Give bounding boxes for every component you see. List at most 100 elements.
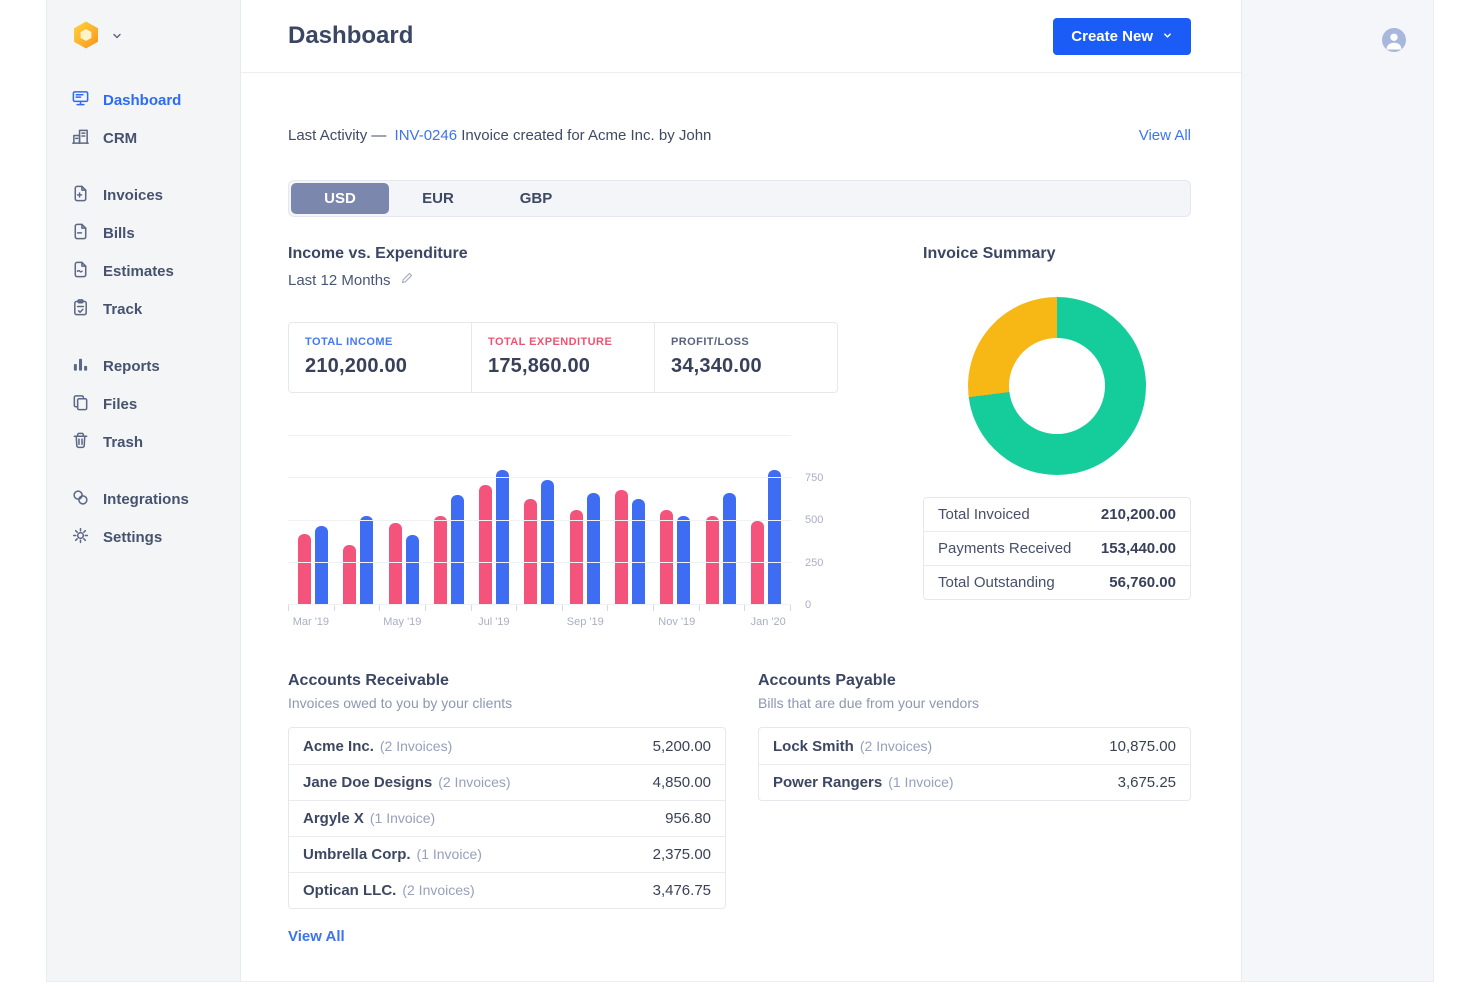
x-axis-labels: Mar '19May '19Jul '19Sep '19Nov '19Jan '… — [288, 616, 791, 628]
stat-label: PROFIT/LOSS — [671, 336, 821, 348]
activity-prefix: Last Activity — — [288, 127, 386, 144]
sidebar-item-label: Dashboard — [103, 92, 181, 109]
file-minus-icon — [71, 222, 90, 245]
nav-group-main: Dashboard CRM — [71, 81, 240, 157]
list-item[interactable]: Lock Smith(2 Invoices) 10,875.00 — [759, 728, 1190, 764]
row-value: 153,440.00 — [1101, 540, 1176, 557]
axis-tick — [790, 605, 791, 611]
file-tilde-icon — [71, 260, 90, 283]
list-item[interactable]: Acme Inc.(2 Invoices) 5,200.00 — [289, 728, 725, 764]
expenditure-bar — [615, 490, 628, 605]
income-bar — [315, 526, 328, 605]
sidebar-nav: Dashboard CRM Invoices Bills — [47, 65, 240, 556]
app-logo-icon — [71, 20, 101, 55]
tab-gbp[interactable]: GBP — [487, 183, 585, 214]
axis-tick — [288, 605, 289, 611]
sidebar-item-bills[interactable]: Bills — [71, 214, 240, 252]
invoice-count: (1 Invoice) — [370, 810, 435, 826]
nav-group-billing: Invoices Bills Estimates Track — [71, 176, 240, 328]
amount: 4,850.00 — [653, 774, 711, 791]
y-tick-label: 0 — [805, 599, 811, 611]
sidebar-item-label: Integrations — [103, 491, 189, 508]
expenditure-bar — [706, 516, 719, 605]
expenditure-bar — [751, 521, 764, 606]
x-tick-label: Nov '19 — [654, 616, 700, 628]
bar-group — [570, 436, 600, 605]
income-expenditure-chart: Mar '19May '19Jul '19Sep '19Nov '19Jan '… — [288, 435, 838, 628]
list-item[interactable]: Argyle X(1 Invoice) 956.80 — [289, 800, 725, 836]
gridline — [288, 562, 791, 563]
right-panel — [1241, 0, 1433, 981]
list-item[interactable]: Umbrella Corp.(1 Invoice) 2,375.00 — [289, 836, 725, 872]
workspace-switcher[interactable] — [47, 0, 240, 65]
sidebar-item-label: Files — [103, 396, 137, 413]
bar-group — [706, 436, 736, 605]
stat-value: 210,200.00 — [305, 355, 455, 378]
sidebar-item-invoices[interactable]: Invoices — [71, 176, 240, 214]
stat-total-income: TOTAL INCOME 210,200.00 — [289, 323, 471, 392]
sidebar-item-label: CRM — [103, 130, 137, 147]
bar-group — [751, 436, 781, 605]
page-title: Dashboard — [288, 22, 413, 50]
range-label: Last 12 Months — [288, 272, 391, 289]
y-tick-label: 250 — [805, 557, 823, 569]
x-tick-label: May '19 — [379, 616, 425, 628]
user-avatar[interactable] — [1382, 28, 1406, 52]
income-bar — [768, 470, 781, 605]
create-new-button[interactable]: Create New — [1053, 18, 1191, 55]
income-bar — [496, 470, 509, 605]
integrations-icon — [71, 488, 90, 511]
table-row: Total Outstanding 56,760.00 — [924, 565, 1190, 599]
y-tick-label: 500 — [805, 514, 823, 526]
x-tick-label — [517, 616, 563, 628]
activity-invoice-link[interactable]: INV-0246 — [395, 127, 458, 144]
sidebar-item-settings[interactable]: Settings — [71, 518, 240, 556]
sidebar-item-trash[interactable]: Trash — [71, 423, 240, 461]
sidebar-item-estimates[interactable]: Estimates — [71, 252, 240, 290]
app-frame: Dashboard CRM Invoices Bills — [46, 0, 1434, 982]
invoice-summary-title: Invoice Summary — [923, 245, 1191, 263]
gear-icon — [71, 526, 90, 549]
invoice-count: (2 Invoices) — [860, 738, 932, 754]
list-item[interactable]: Jane Doe Designs(2 Invoices) 4,850.00 — [289, 764, 725, 800]
sidebar-item-integrations[interactable]: Integrations — [71, 480, 240, 518]
accounts-receivable-title: Accounts Receivable — [288, 672, 726, 690]
accounts-receivable-list: Acme Inc.(2 Invoices) 5,200.00 Jane Doe … — [288, 727, 726, 909]
axis-tick — [653, 605, 654, 611]
client-name: Argyle X — [303, 810, 364, 827]
y-axis-labels: 0250500750 — [791, 435, 838, 605]
bar-group — [660, 436, 690, 605]
edit-pencil-icon[interactable] — [400, 271, 414, 289]
bar-chart-icon — [71, 355, 90, 378]
sidebar-item-dashboard[interactable]: Dashboard — [71, 81, 240, 119]
expenditure-bar — [298, 534, 311, 605]
copy-pages-icon — [71, 393, 90, 416]
list-item[interactable]: Power Rangers(1 Invoice) 3,675.25 — [759, 764, 1190, 800]
invoice-count: (2 Invoices) — [402, 882, 474, 898]
receivable-view-all-link[interactable]: View All — [288, 928, 345, 945]
sidebar-item-files[interactable]: Files — [71, 385, 240, 423]
nav-group-system: Integrations Settings — [71, 480, 240, 556]
amount: 3,476.75 — [653, 882, 711, 899]
bar-group — [389, 436, 419, 605]
nav-group-data: Reports Files Trash — [71, 347, 240, 461]
stat-profit-loss: PROFIT/LOSS 34,340.00 — [654, 323, 837, 392]
tab-eur[interactable]: EUR — [389, 183, 487, 214]
sidebar-item-track[interactable]: Track — [71, 290, 240, 328]
row-value: 210,200.00 — [1101, 506, 1176, 523]
amount: 10,875.00 — [1109, 738, 1176, 755]
invoice-count: (1 Invoice) — [888, 774, 953, 790]
income-bar — [677, 516, 690, 605]
tab-usd[interactable]: USD — [291, 183, 389, 214]
activity-view-all-link[interactable]: View All — [1139, 127, 1191, 144]
income-bar — [723, 493, 736, 605]
amount: 3,675.25 — [1118, 774, 1176, 791]
accounts-payable-section: Accounts Payable Bills that are due from… — [758, 672, 1191, 946]
x-tick-label — [425, 616, 471, 628]
sidebar-item-reports[interactable]: Reports — [71, 347, 240, 385]
bar-series-container — [288, 436, 791, 605]
sidebar-item-crm[interactable]: CRM — [71, 119, 240, 157]
axis-tick — [699, 605, 700, 611]
sidebar-item-label: Trash — [103, 434, 143, 451]
list-item[interactable]: Optican LLC.(2 Invoices) 3,476.75 — [289, 872, 725, 908]
